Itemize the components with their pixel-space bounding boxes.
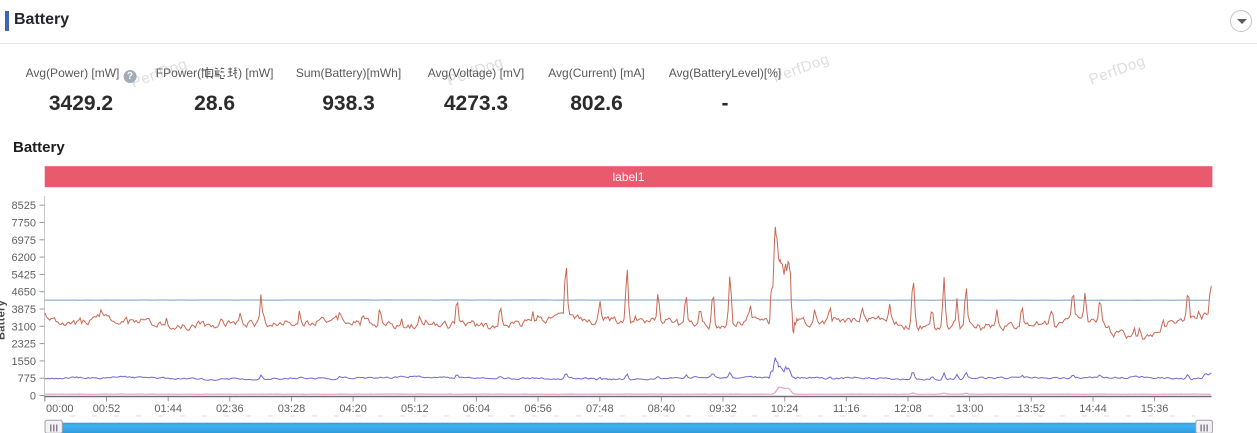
svg-text:01:44: 01:44 (154, 403, 182, 415)
svg-text:13:52: 13:52 (1018, 403, 1046, 415)
svg-text:4650: 4650 (12, 287, 36, 299)
svg-text:5425: 5425 (12, 269, 36, 281)
svg-text:14:44: 14:44 (1079, 403, 1107, 415)
svg-text:07:48: 07:48 (586, 403, 614, 415)
svg-text:Battery: Battery (0, 299, 8, 340)
svg-text:00:52: 00:52 (93, 403, 121, 415)
svg-text:label1: label1 (612, 170, 644, 184)
svg-text:2325: 2325 (12, 339, 36, 351)
svg-text:02:36: 02:36 (216, 403, 244, 415)
svg-text:13:00: 13:00 (956, 403, 984, 415)
svg-text:7750: 7750 (12, 218, 36, 230)
svg-text:1550: 1550 (12, 356, 36, 368)
svg-text:15:36: 15:36 (1141, 403, 1169, 415)
svg-text:06:04: 06:04 (463, 403, 491, 415)
svg-text:8525: 8525 (12, 200, 36, 212)
svg-text:0: 0 (30, 391, 36, 403)
svg-text:06:56: 06:56 (524, 403, 552, 415)
svg-text:775: 775 (18, 373, 36, 385)
svg-text:03:28: 03:28 (278, 403, 306, 415)
svg-text:6975: 6975 (12, 235, 36, 247)
svg-text:3100: 3100 (12, 321, 36, 333)
svg-text:12:08: 12:08 (894, 403, 922, 415)
svg-text:09:32: 09:32 (709, 403, 737, 415)
svg-text:00:00: 00:00 (46, 403, 74, 415)
svg-text:3875: 3875 (12, 304, 36, 316)
svg-text:04:20: 04:20 (339, 403, 367, 415)
svg-text:08:40: 08:40 (648, 403, 676, 415)
svg-text:11:16: 11:16 (833, 403, 860, 415)
svg-text:05:12: 05:12 (401, 403, 429, 415)
svg-text:6200: 6200 (12, 252, 36, 264)
svg-text:10:24: 10:24 (771, 403, 799, 415)
